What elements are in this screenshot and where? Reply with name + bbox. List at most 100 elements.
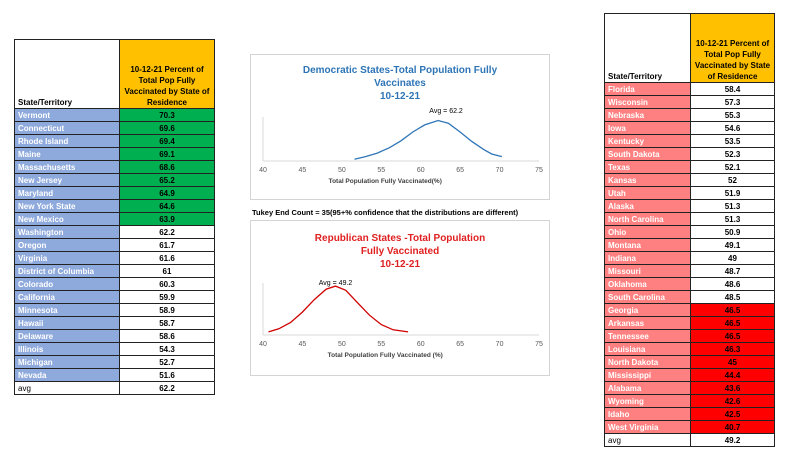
- vaccination-value-cell: 52.7: [119, 355, 215, 369]
- state-name-cell: Rhode Island: [14, 134, 120, 148]
- chart-title-line: Republican States -Total Population: [315, 233, 485, 244]
- state-name-cell: North Dakota: [604, 355, 691, 369]
- table-row: Montana 49.1: [604, 238, 775, 252]
- chart-title-line: 10-12-21: [380, 259, 420, 270]
- table-row: North Dakota 45: [604, 355, 775, 369]
- vaccination-value-cell: 69.4: [119, 134, 215, 148]
- state-name-cell: Massachusetts: [14, 160, 120, 174]
- distribution-line: [354, 119, 503, 160]
- vaccination-value-cell: 49.2: [690, 433, 775, 447]
- table-row: Oregon 61.7: [14, 238, 215, 252]
- state-name-cell: Alaska: [604, 199, 691, 213]
- state-name-cell: Kansas: [604, 173, 691, 187]
- vaccination-value-cell: 44.4: [690, 368, 775, 382]
- table-row: Indiana 49: [604, 251, 775, 265]
- state-name-cell: Oregon: [14, 238, 120, 252]
- vaccination-value-cell: 45: [690, 355, 775, 369]
- x-tick-label: 50: [338, 341, 346, 348]
- table-row: Texas 52.1: [604, 160, 775, 174]
- x-tick-label: 60: [417, 167, 425, 174]
- table-row: Maine 69.1: [14, 147, 215, 161]
- vaccination-value-cell: 58.6: [119, 329, 215, 343]
- vaccination-value-cell: 63.9: [119, 212, 215, 226]
- table-row: Ohio 50.9: [604, 225, 775, 239]
- table-row: Washington 62.2: [14, 225, 215, 239]
- x-tick-label: 55: [377, 341, 385, 348]
- table-row: Florida 58.4: [604, 82, 775, 96]
- vaccination-value-cell: 51.3: [690, 212, 775, 226]
- state-name-cell: California: [14, 290, 120, 304]
- state-name-cell: Wisconsin: [604, 95, 691, 109]
- table-row: New York State 64.6: [14, 199, 215, 213]
- vaccination-value-cell: 68.6: [119, 160, 215, 174]
- x-tick-label: 40: [259, 167, 267, 174]
- right-vaccination-table: State/Territory 10-12-21 Percent of Tota…: [604, 13, 775, 447]
- table-row: Massachusetts 68.6: [14, 160, 215, 174]
- table-row: Iowa 54.6: [604, 121, 775, 135]
- table-row: Illinois 54.3: [14, 342, 215, 356]
- state-name-cell: North Carolina: [604, 212, 691, 226]
- democratic-chart-svg: Democratic States-Total Population Fully…: [259, 65, 543, 185]
- table-row: Maryland 64.9: [14, 186, 215, 200]
- table-row: Nevada 51.6: [14, 368, 215, 382]
- table-row: Nebraska 55.3: [604, 108, 775, 122]
- state-name-cell: Nebraska: [604, 108, 691, 122]
- table-row: Hawaii 58.7: [14, 316, 215, 330]
- state-name-cell: Georgia: [604, 303, 691, 317]
- vaccination-value-cell: 59.9: [119, 290, 215, 304]
- average-annotation: Avg = 62.2: [429, 108, 463, 115]
- vaccination-value-cell: 50.9: [690, 225, 775, 239]
- state-name-cell: Alabama: [604, 381, 691, 395]
- vaccination-value-cell: 42.5: [690, 407, 775, 421]
- vaccination-value-cell: 51.9: [690, 186, 775, 200]
- average-annotation: Avg = 49.2: [319, 280, 353, 287]
- x-tick-label: 75: [535, 167, 543, 174]
- vaccination-value-cell: 48.6: [690, 277, 775, 291]
- vaccination-value-cell: 64.6: [119, 199, 215, 213]
- vaccination-value-cell: 61: [119, 264, 215, 278]
- vaccination-value-cell: 61.7: [119, 238, 215, 252]
- state-name-cell: avg: [604, 433, 691, 447]
- table-row: Missouri 48.7: [604, 264, 775, 278]
- state-name-cell: Louisiana: [604, 342, 691, 356]
- state-name-cell: Minnesota: [14, 303, 120, 317]
- vaccination-value-cell: 51.6: [119, 368, 215, 382]
- header-percent-vaccinated: 10-12-21 Percent of Total Pop Fully Vacc…: [690, 13, 775, 83]
- table-row: South Carolina 48.5: [604, 290, 775, 304]
- vaccination-value-cell: 69.1: [119, 147, 215, 161]
- table-row: Vermont 70.3: [14, 108, 215, 122]
- tukey-note: Tukey End Count = 35(95+% confidence tha…: [252, 208, 519, 217]
- state-name-cell: Ohio: [604, 225, 691, 239]
- table-row: Delaware 58.6: [14, 329, 215, 343]
- table-row: Utah 51.9: [604, 186, 775, 200]
- state-name-cell: Florida: [604, 82, 691, 96]
- chart-title-line: 10-12-21: [380, 91, 420, 102]
- state-name-cell: South Carolina: [604, 290, 691, 304]
- x-tick-label: 65: [456, 167, 464, 174]
- state-name-cell: Hawaii: [14, 316, 120, 330]
- state-name-cell: West Virginia: [604, 420, 691, 434]
- state-name-cell: Texas: [604, 160, 691, 174]
- vaccination-value-cell: 58.9: [119, 303, 215, 317]
- table-row: Rhode Island 69.4: [14, 134, 215, 148]
- table-row: Mississippi 44.4: [604, 368, 775, 382]
- vaccination-value-cell: 61.6: [119, 251, 215, 265]
- state-name-cell: Maryland: [14, 186, 120, 200]
- x-tick-label: 70: [496, 341, 504, 348]
- state-name-cell: Missouri: [604, 264, 691, 278]
- state-name-cell: New Jersey: [14, 173, 120, 187]
- x-tick-label: 45: [299, 167, 307, 174]
- state-name-cell: avg: [14, 381, 120, 395]
- state-name-cell: Mississippi: [604, 368, 691, 382]
- vaccination-value-cell: 52: [690, 173, 775, 187]
- state-name-cell: South Dakota: [604, 147, 691, 161]
- table-row: Alaska 51.3: [604, 199, 775, 213]
- state-name-cell: Utah: [604, 186, 691, 200]
- vaccination-value-cell: 46.5: [690, 329, 775, 343]
- state-name-cell: Indiana: [604, 251, 691, 265]
- header-state-territory: State/Territory: [14, 39, 120, 109]
- state-name-cell: Michigan: [14, 355, 120, 369]
- vaccination-value-cell: 49.1: [690, 238, 775, 252]
- table-row: Wyoming 42.6: [604, 394, 775, 408]
- table-row: Wisconsin 57.3: [604, 95, 775, 109]
